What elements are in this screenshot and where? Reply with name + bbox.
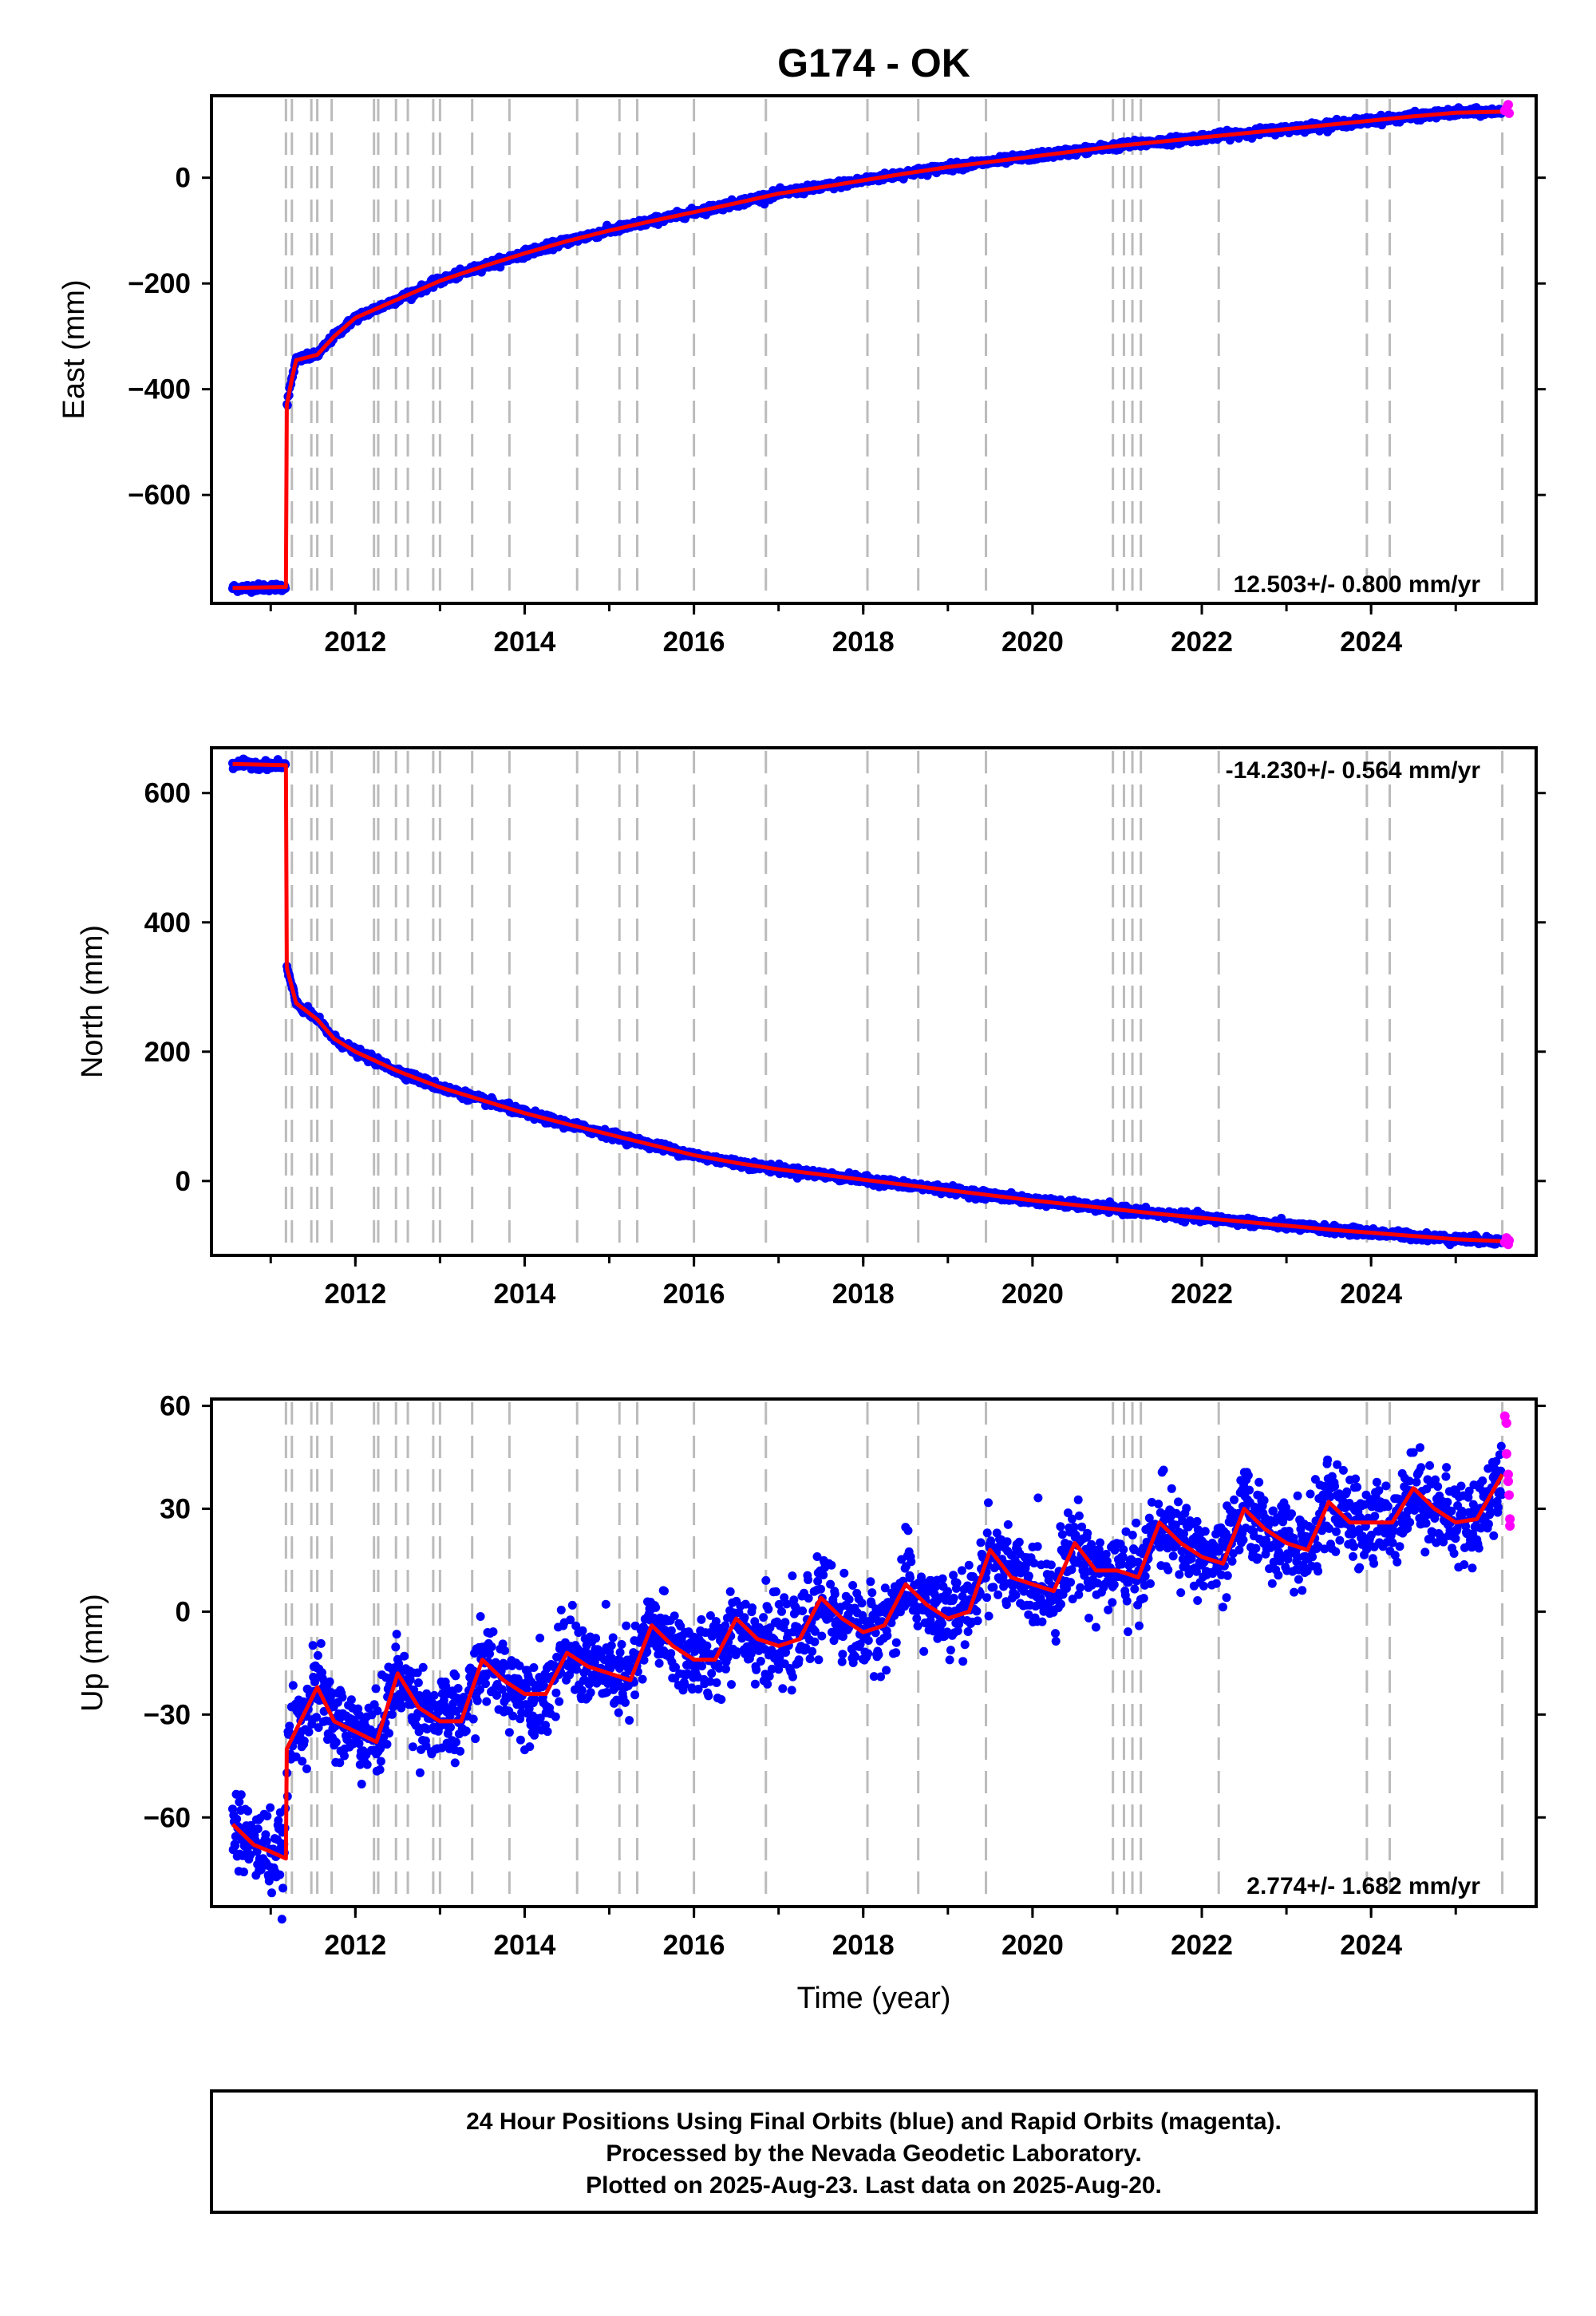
east-rapid-point: [1503, 100, 1513, 110]
east-x-ticks: 2012 2014 2016 2018 2020 2022 2024: [269, 603, 1457, 658]
east-x-tick-label: 2024: [1340, 626, 1402, 658]
east-x-tick-label: 2018: [832, 626, 895, 658]
east-y-tick-label: −400: [128, 374, 191, 405]
east-y-tick-label: 0: [176, 163, 191, 194]
east-panel: 0−200−400−600 2012 2014 2016 2018 2020 2022 20…: [57, 94, 1546, 658]
east-y-axis-label: East (mm): [57, 279, 91, 419]
east-rapid-point: [1504, 108, 1515, 118]
east-rate-label: 12.503+/- 0.800 mm/yr: [1234, 571, 1481, 598]
east-x-tick-label: 2020: [1001, 626, 1064, 658]
east-x-tick-label: 2012: [324, 626, 386, 658]
east-x-tick-label: 2022: [1171, 626, 1233, 658]
east-y-tick-label: −600: [128, 480, 191, 511]
east-x-tick-label: 2016: [663, 626, 725, 658]
east-x-tick-label: 2014: [494, 626, 556, 658]
east-y-tick-label: −200: [128, 268, 191, 299]
east-equipment-lines: [284, 99, 1504, 600]
east-plot-area: [211, 96, 1536, 603]
figure-title: G174 - OK: [777, 41, 970, 85]
